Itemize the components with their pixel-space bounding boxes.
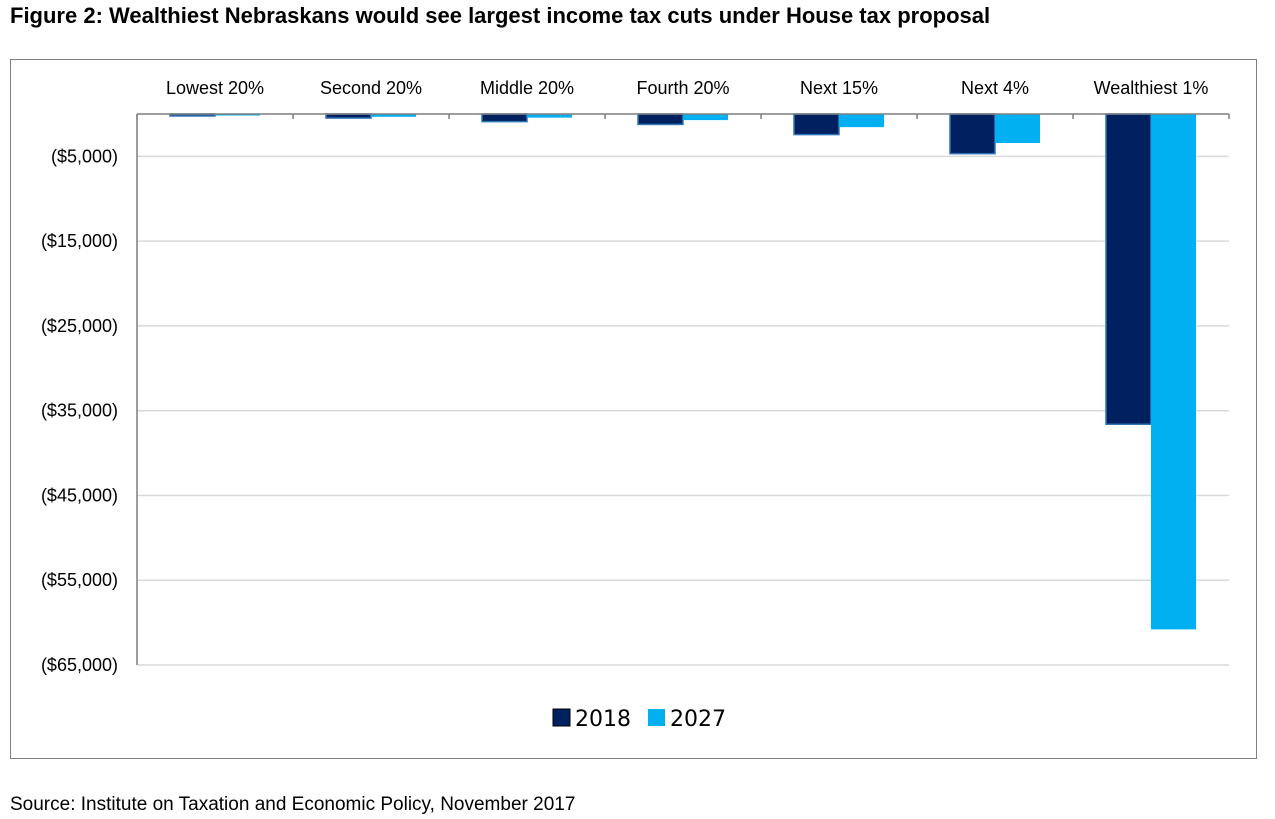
bar-2018 [1105, 113, 1152, 426]
bar-2018 [793, 113, 840, 136]
category-label: Wealthiest 1% [1094, 78, 1209, 98]
bar-2027 [683, 114, 728, 121]
bar-2018 [949, 113, 996, 155]
y-tick-label: ($25,000) [41, 316, 118, 336]
axes [136, 113, 1230, 665]
y-tick-label: ($5,000) [51, 146, 118, 166]
category-label: Next 4% [961, 78, 1029, 98]
figure-title: Figure 2: Wealthiest Nebraskans would se… [10, 3, 991, 28]
bar-2027 [839, 114, 884, 128]
legend-swatch-2018 [552, 708, 571, 727]
bar-2027 [995, 114, 1040, 143]
category-label: Lowest 20% [166, 78, 264, 98]
bar-2027 [215, 114, 260, 116]
category-label: Next 15% [800, 78, 878, 98]
bars [169, 113, 1196, 630]
bar-2027 [1151, 114, 1196, 630]
gridlines [137, 155, 1229, 666]
category-label: Fourth 20% [636, 78, 729, 98]
bar-2027 [527, 114, 572, 118]
category-label: Middle 20% [480, 78, 574, 98]
y-tick-label: ($55,000) [41, 570, 118, 590]
bar-2018 [637, 113, 684, 126]
bar-2027 [371, 114, 416, 117]
legend: 2018 2027 [552, 707, 726, 732]
legend-label-2027: 2027 [670, 707, 726, 732]
labels: ($5,000) ($15,000) ($25,000) ($35,000) ($45,… [41, 78, 1208, 675]
source-note: Source: Institute on Taxation and Econom… [10, 794, 576, 815]
y-tick-label: ($15,000) [41, 231, 118, 251]
y-tick-label: ($65,000) [41, 655, 118, 675]
bar-2018 [481, 113, 528, 123]
legend-label-2018: 2018 [575, 707, 631, 732]
legend-swatch-2027 [648, 709, 665, 726]
y-tick-label: ($45,000) [41, 485, 118, 505]
category-label: Second 20% [320, 78, 422, 98]
chart-frame [10, 59, 1257, 759]
y-tick-label: ($35,000) [41, 401, 118, 421]
